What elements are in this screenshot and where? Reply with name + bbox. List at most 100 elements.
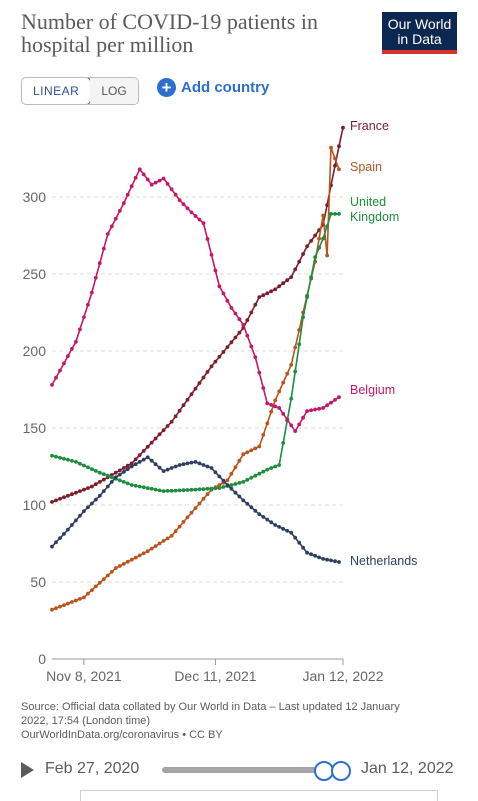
- timeline-track[interactable]: [162, 767, 332, 773]
- series-point-france-73: [341, 125, 345, 130]
- series-point-united-kingdom-68: [321, 236, 325, 241]
- add-country-button[interactable]: + Add country: [157, 78, 269, 97]
- series-point-united-kingdom-31: [173, 488, 178, 493]
- series-point-netherlands-44: [225, 483, 230, 487]
- series-point-france-13: [101, 477, 106, 482]
- series-point-spain-50: [249, 448, 254, 453]
- series-point-united-kingdom-33: [181, 488, 186, 493]
- timeline-fill: [162, 767, 332, 773]
- line-chart[interactable]: 0 50 100 150 200 250 300 Nov 8, 2021 Dec 11, 202…: [0, 110, 478, 695]
- series-point-spain-25: [149, 546, 154, 551]
- scale-log-button[interactable]: LOG: [90, 78, 138, 104]
- series-point-spain-68: [321, 213, 325, 218]
- series-point-spain-55: [269, 409, 274, 414]
- series-point-spain-2: [58, 604, 62, 609]
- series-point-netherlands-6: [74, 518, 78, 523]
- series-point-united-kingdom-39: [205, 486, 210, 491]
- series-point-france-2: [58, 496, 62, 501]
- series-point-netherlands-47: [237, 494, 242, 499]
- series-point-netherlands-31: [173, 464, 178, 469]
- series-point-france-40: [209, 364, 214, 369]
- series-point-spain-62: [297, 328, 302, 332]
- series-point-belgium-61: [293, 429, 298, 433]
- series-point-belgium-60: [289, 423, 294, 428]
- timeline-end-handle[interactable]: [331, 761, 351, 781]
- series-point-netherlands-8: [82, 509, 86, 514]
- series-point-united-kingdom-8: [82, 463, 86, 468]
- series-point-netherlands-40: [209, 466, 214, 470]
- series-point-belgium-20: [129, 184, 134, 189]
- series-point-netherlands-58: [281, 527, 286, 531]
- series-point-france-19: [125, 463, 130, 468]
- series-point-united-kingdom-37: [197, 487, 202, 492]
- series-point-spain-59: [285, 371, 290, 376]
- play-icon[interactable]: [21, 762, 34, 778]
- series-point-united-kingdom-53: [261, 469, 266, 474]
- series-point-belgium-51: [253, 355, 258, 360]
- series-point-france-33: [181, 403, 186, 408]
- series-point-belgium-13: [101, 246, 106, 251]
- scale-linear-button[interactable]: LINEAR: [21, 78, 92, 104]
- series-point-france-36: [193, 386, 198, 391]
- series-label-spain-0: Spain: [350, 160, 382, 174]
- logo-accent-bar: [382, 50, 457, 54]
- series-line-france: [51, 127, 344, 503]
- bottom-tab-bar[interactable]: [80, 790, 438, 801]
- series-point-united-kingdom-14: [105, 473, 110, 478]
- series-point-belgium-67: [317, 406, 321, 411]
- series-point-belgium-11: [93, 275, 98, 280]
- series-point-united-kingdom-7: [78, 461, 82, 466]
- series-point-netherlands-60: [289, 530, 294, 535]
- series-point-united-kingdom-15: [109, 475, 114, 480]
- series-label-united-kingdom-0: United: [350, 195, 386, 209]
- series-point-france-31: [173, 414, 178, 419]
- series-point-belgium-39: [205, 237, 210, 241]
- series-point-france-23: [141, 449, 146, 453]
- series-point-belgium-55: [269, 403, 274, 407]
- series-point-belgium-62: [297, 422, 302, 427]
- source-line-3[interactable]: OurWorldInData.org/coronavirus • CC BY: [21, 729, 223, 741]
- series-point-spain-13: [101, 577, 106, 581]
- series-point-belgium-22: [137, 167, 142, 172]
- series-point-netherlands-12: [97, 493, 102, 498]
- series-point-france-49: [245, 318, 250, 323]
- owid-logo[interactable]: Our World in Data: [382, 12, 457, 54]
- series-point-netherlands-26: [153, 462, 158, 467]
- series-point-united-kingdom-3: [62, 456, 66, 461]
- series-point-united-kingdom-4: [66, 457, 70, 462]
- series-point-united-kingdom-56: [273, 464, 278, 469]
- chart-title: Number of COVID-19 patients in hospital …: [21, 9, 318, 57]
- series-point-spain-69: [325, 253, 329, 258]
- series-point-united-kingdom-50: [249, 475, 254, 480]
- series-point-spain-45: [229, 471, 234, 476]
- series-point-france-3: [62, 495, 66, 500]
- series-point-netherlands-24: [145, 455, 150, 460]
- series-point-spain-22: [137, 553, 142, 558]
- series-point-france-17: [117, 468, 122, 473]
- series-point-united-kingdom-58: [281, 441, 286, 445]
- series-point-netherlands-51: [253, 508, 258, 513]
- series-point-france-22: [137, 453, 142, 457]
- series-point-united-kingdom-42: [217, 486, 222, 490]
- plus-circle-icon: +: [157, 78, 176, 97]
- series-point-spain-32: [177, 524, 182, 529]
- series-point-belgium-50: [249, 344, 254, 349]
- series-point-france-46: [233, 335, 238, 340]
- series-point-netherlands-68: [321, 557, 325, 561]
- series-point-france-44: [225, 345, 230, 349]
- series-point-united-kingdom-61: [293, 369, 298, 374]
- series-point-belgium-29: [165, 182, 170, 186]
- series-point-france-62: [297, 259, 302, 264]
- y-tick-label-250: 250: [23, 266, 47, 282]
- series-point-belgium-16: [113, 216, 118, 221]
- series-point-france-28: [161, 428, 166, 433]
- series-point-france-16: [113, 470, 118, 475]
- x-tick-label-0: Nov 8, 2021: [46, 668, 122, 684]
- series-point-netherlands-55: [269, 520, 274, 525]
- series-point-united-kingdom-21: [133, 483, 138, 488]
- series-point-spain-27: [157, 541, 162, 546]
- series-point-united-kingdom-52: [257, 471, 262, 476]
- series-point-spain-61: [293, 345, 298, 350]
- series-point-united-kingdom-69: [325, 224, 329, 229]
- series-point-netherlands-30: [169, 466, 174, 470]
